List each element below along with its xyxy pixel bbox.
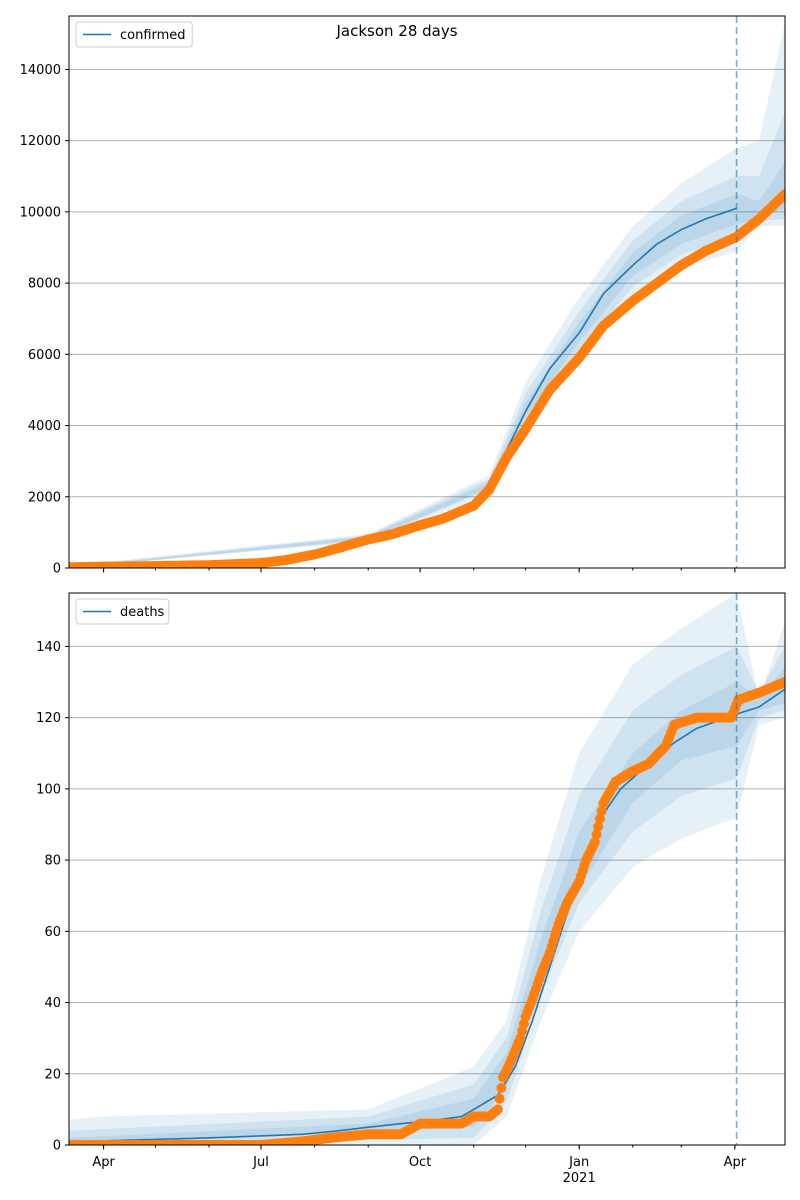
uncertainty-band	[69, 646, 785, 1145]
y-tick-label: 0	[53, 562, 61, 577]
x-tick-label: Apr	[724, 1155, 747, 1170]
observed-series	[69, 677, 785, 1145]
y-tick-label: 100	[36, 782, 61, 797]
axes-frame	[68, 15, 786, 569]
y-tick-label: 40	[44, 996, 61, 1011]
y-tick-label: 2000	[28, 490, 61, 505]
x-tick-label: Jan	[568, 1155, 589, 1170]
x-tick-label: Oct	[409, 1155, 431, 1170]
x-tick-label: Apr	[92, 1155, 115, 1170]
observed-point	[593, 821, 604, 832]
observed-point	[780, 677, 785, 687]
y-tick-label: 120	[36, 711, 61, 726]
uncertainty-band	[69, 593, 785, 1145]
y-tick-label: 6000	[28, 348, 61, 363]
y-tick-label: 14000	[20, 63, 61, 78]
y-tick-label: 80	[44, 854, 61, 869]
chart-title: Jackson 28 days	[335, 22, 457, 40]
observed-point	[494, 1093, 505, 1104]
legend-label: confirmed	[120, 28, 186, 43]
y-tick-label: 140	[36, 640, 61, 655]
y-tick-label: 10000	[20, 205, 61, 220]
legend-box	[75, 598, 170, 625]
observed-point	[591, 829, 602, 840]
observed-point	[780, 189, 785, 200]
uncertainty-band	[69, 112, 785, 568]
observed-point	[492, 1104, 503, 1115]
observed-point	[594, 813, 605, 824]
y-tick-label: 8000	[28, 277, 61, 292]
plot-area	[69, 23, 785, 568]
model-line	[69, 207, 737, 568]
y-tick-label: 0	[53, 1139, 61, 1154]
axes-frame	[68, 592, 786, 1146]
observed-series	[69, 189, 785, 568]
observed-point	[596, 806, 607, 816]
x-tick-label: Jul	[252, 1155, 269, 1170]
observed-point	[589, 837, 600, 848]
y-tick-label: 20	[44, 1067, 61, 1082]
y-tick-label: 4000	[28, 419, 61, 434]
observed-point	[496, 1083, 507, 1093]
legend-box	[75, 21, 193, 48]
confirmed-chart: 0 2000 4000 6000 8000 10000 12000 14000 confirme…	[20, 15, 786, 577]
uncertainty-band	[69, 23, 785, 568]
legend: confirmed	[75, 21, 193, 48]
y-tick-label: 12000	[20, 134, 61, 149]
legend: deaths	[75, 598, 170, 625]
x-year-label: 2021	[563, 1171, 596, 1186]
legend-label: deaths	[120, 605, 165, 620]
plot-area	[69, 593, 785, 1145]
y-tick-label: 60	[44, 925, 61, 940]
